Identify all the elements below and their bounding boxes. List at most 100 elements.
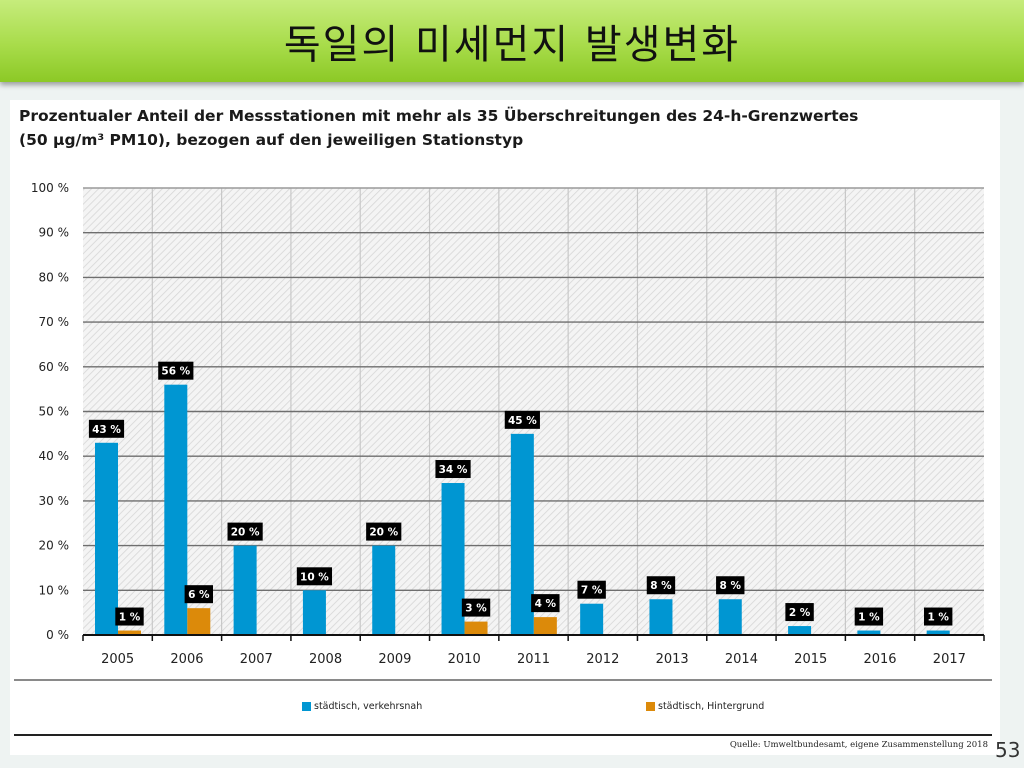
data-label: 1 % bbox=[115, 607, 144, 626]
legend-label-hintergrund: städtisch, Hintergrund bbox=[658, 701, 765, 712]
data-label: 7 % bbox=[577, 580, 606, 599]
chart-title: Prozentualer Anteil der Messstationen mi… bbox=[19, 104, 979, 152]
data-label: 6 % bbox=[184, 585, 214, 604]
data-label-background bbox=[227, 522, 263, 541]
data-label-background bbox=[504, 410, 540, 429]
data-label-text: 8 % bbox=[650, 580, 672, 592]
legend-label-verkehrsnah: städtisch, verkehrsnah bbox=[314, 701, 423, 712]
x-tick-label: 2009 bbox=[378, 652, 411, 667]
legend-divider-top bbox=[14, 679, 992, 681]
bar-hintergrund bbox=[533, 617, 557, 635]
data-label-background bbox=[461, 598, 491, 617]
bar-verkehrsnah bbox=[926, 630, 950, 635]
data-label: 34 % bbox=[435, 460, 471, 479]
data-label-text: 20 % bbox=[231, 527, 260, 539]
data-label-text: 34 % bbox=[439, 464, 468, 476]
page-number: 53 bbox=[995, 738, 1021, 762]
legend-swatch-blue bbox=[302, 702, 311, 711]
data-label-text: 4 % bbox=[535, 598, 557, 610]
x-tick-label: 2017 bbox=[933, 652, 966, 667]
x-tick-label: 2015 bbox=[794, 652, 827, 667]
data-label: 56 % bbox=[158, 361, 194, 380]
y-tick-label: 0 % bbox=[46, 628, 69, 642]
data-label-background bbox=[115, 607, 144, 626]
y-tick-label: 40 % bbox=[39, 449, 70, 463]
legend-divider-bottom bbox=[14, 734, 992, 736]
data-label-text: 1 % bbox=[858, 612, 880, 624]
x-tick-label: 2012 bbox=[586, 652, 619, 667]
data-label-background bbox=[854, 607, 884, 626]
data-label-text: 6 % bbox=[188, 589, 210, 601]
bar-hintergrund bbox=[187, 608, 211, 635]
data-label: 10 % bbox=[296, 567, 333, 586]
y-tick-label: 50 % bbox=[39, 405, 70, 419]
data-label-text: 10 % bbox=[300, 571, 329, 583]
bar-verkehrsnah bbox=[372, 545, 396, 635]
bar-verkehrsnah bbox=[302, 590, 326, 635]
data-label-background bbox=[531, 594, 560, 613]
bar-verkehrsnah bbox=[788, 626, 812, 635]
data-label: 1 % bbox=[923, 607, 953, 626]
bar-hintergrund bbox=[118, 630, 141, 635]
data-label-background bbox=[923, 607, 953, 626]
x-tick-label: 2011 bbox=[517, 652, 550, 667]
data-label: 4 % bbox=[531, 594, 560, 613]
data-label-text: 1 % bbox=[927, 612, 949, 624]
x-tick-label: 2008 bbox=[309, 652, 342, 667]
bar-chart: 0 % 10 % 20 % 30 % 40 % 50 % 60 % 70 % 80 % 90 % 1… bbox=[31, 181, 985, 667]
legend-item-hintergrund: städtisch, Hintergrund bbox=[646, 701, 764, 712]
data-label-text: 43 % bbox=[92, 424, 121, 436]
chart-title-line-2: (50 µg/m³ PM10), bezogen auf den jeweili… bbox=[19, 131, 524, 149]
chart-figure: Prozentualer Anteil der Messstationen mi… bbox=[10, 100, 1000, 755]
data-label: 8 % bbox=[646, 576, 676, 595]
x-tick-label: 2006 bbox=[170, 652, 203, 667]
bar-verkehrsnah bbox=[164, 384, 188, 635]
x-tick-label: 2016 bbox=[863, 652, 896, 667]
data-label-text: 20 % bbox=[369, 527, 398, 539]
data-label-background bbox=[785, 603, 814, 622]
x-tick-label: 2005 bbox=[101, 652, 134, 667]
x-tick-label: 2007 bbox=[240, 652, 273, 667]
data-label-background bbox=[184, 585, 214, 604]
bar-verkehrsnah bbox=[95, 442, 118, 635]
y-tick-label: 30 % bbox=[39, 494, 70, 508]
bar-verkehrsnah bbox=[649, 599, 673, 635]
data-label: 45 % bbox=[504, 410, 540, 429]
data-label-background bbox=[435, 460, 471, 479]
bar-verkehrsnah bbox=[718, 599, 742, 635]
data-label: 20 % bbox=[227, 522, 263, 541]
source-note: Quelle: Umweltbundesamt, eigene Zusammen… bbox=[729, 740, 988, 750]
data-label-text: 8 % bbox=[720, 580, 742, 592]
bar-verkehrsnah bbox=[857, 630, 881, 635]
bar-verkehrsnah bbox=[580, 603, 604, 635]
bar-verkehrsnah bbox=[233, 545, 257, 635]
data-label: 20 % bbox=[366, 522, 402, 541]
data-label-text: 1 % bbox=[119, 612, 141, 624]
y-tick-label: 60 % bbox=[39, 360, 70, 374]
legend-swatch-orange bbox=[646, 702, 655, 711]
x-tick-label: 2014 bbox=[725, 652, 758, 667]
y-tick-label: 80 % bbox=[39, 270, 70, 284]
data-label: 43 % bbox=[88, 419, 125, 438]
y-tick-label: 20 % bbox=[39, 539, 70, 553]
data-label: 1 % bbox=[854, 607, 884, 626]
data-label-text: 3 % bbox=[465, 603, 487, 615]
data-label: 3 % bbox=[461, 598, 491, 617]
chart-title-line-1: Prozentualer Anteil der Messstationen mi… bbox=[19, 107, 859, 125]
slide-title-bar: 독일의 미세먼지 발생변화 bbox=[0, 0, 1024, 82]
legend-item-verkehrsnah: städtisch, verkehrsnah bbox=[302, 701, 422, 712]
y-tick-label: 100 % bbox=[31, 181, 69, 195]
data-label-background bbox=[716, 576, 745, 595]
data-label-text: 45 % bbox=[508, 415, 537, 427]
data-label: 8 % bbox=[716, 576, 745, 595]
data-label-background bbox=[296, 567, 333, 586]
slide-title: 독일의 미세먼지 발생변화 bbox=[283, 22, 741, 68]
data-label-background bbox=[88, 419, 125, 438]
data-label-text: 56 % bbox=[161, 366, 190, 378]
data-label-text: 2 % bbox=[789, 607, 811, 619]
y-tick-label: 90 % bbox=[39, 226, 70, 240]
data-label: 2 % bbox=[785, 603, 814, 622]
bar-verkehrsnah bbox=[510, 433, 534, 635]
x-tick-label: 2010 bbox=[448, 652, 481, 667]
data-label-background bbox=[158, 361, 194, 380]
